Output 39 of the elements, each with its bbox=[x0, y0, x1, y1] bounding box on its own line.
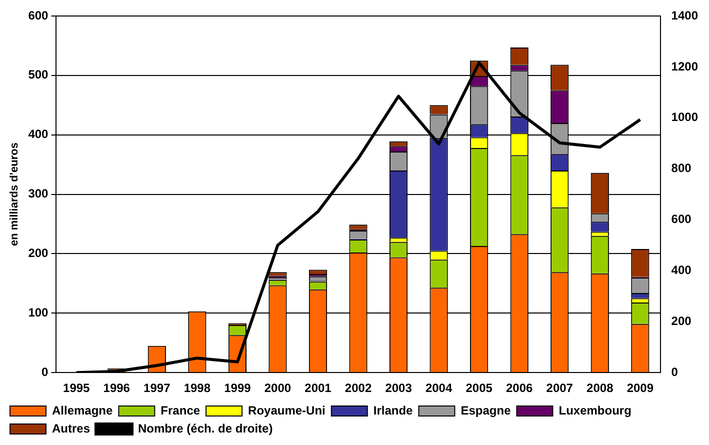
legend-label: France bbox=[160, 403, 200, 418]
x-tick-label: 2004 bbox=[425, 381, 452, 396]
x-tick-label: 2001 bbox=[304, 381, 332, 396]
y-tick-label: 400 bbox=[28, 127, 49, 142]
y2-tick-label: 1200 bbox=[671, 59, 698, 74]
y-tick-label: 0 bbox=[42, 364, 49, 379]
x-tick-label: 1998 bbox=[184, 381, 211, 396]
x-tick-label: 2000 bbox=[264, 381, 292, 396]
legend-label: Nombre (éch. de droite) bbox=[138, 421, 273, 436]
legend-label: Espagne bbox=[460, 403, 512, 418]
x-tick-label: 1995 bbox=[63, 381, 90, 396]
x-tick-label: 2007 bbox=[546, 381, 574, 396]
y2-tick-label: 1000 bbox=[671, 110, 698, 124]
x-tick-label: 2003 bbox=[385, 381, 412, 396]
legend-label: Royaume-Uni bbox=[248, 403, 326, 418]
legend-label: Irlande bbox=[373, 403, 414, 418]
x-tick-label: 2009 bbox=[626, 381, 654, 396]
x-tick-label: 2005 bbox=[466, 381, 493, 396]
y-tick-label: 600 bbox=[28, 8, 49, 22]
y2-tick-label: 600 bbox=[671, 212, 692, 226]
legend-label: Autres bbox=[52, 421, 90, 436]
x-tick-label: 2002 bbox=[344, 381, 372, 396]
legend-label: Allemagne bbox=[52, 403, 114, 418]
y2-tick-label: 0 bbox=[671, 364, 678, 379]
y2-tick-label: 400 bbox=[671, 263, 692, 278]
y2-tick-label: 1400 bbox=[671, 8, 698, 22]
x-tick-label: 2008 bbox=[586, 381, 614, 396]
y-tick-label: 200 bbox=[28, 246, 49, 260]
y-axis-title: en milliards d'euros bbox=[8, 142, 21, 246]
legend-label: Luxembourg bbox=[558, 403, 632, 418]
y-tick-label: 500 bbox=[28, 68, 49, 82]
y2-tick-label: 200 bbox=[671, 314, 692, 328]
y-tick-label: 100 bbox=[28, 305, 49, 320]
x-tick-label: 1996 bbox=[103, 381, 130, 396]
x-tick-label: 1999 bbox=[224, 381, 252, 396]
y2-tick-label: 800 bbox=[671, 161, 692, 176]
x-tick-label: 1997 bbox=[144, 381, 171, 396]
x-tick-label: 2006 bbox=[506, 381, 534, 396]
y-tick-label: 300 bbox=[28, 186, 49, 201]
